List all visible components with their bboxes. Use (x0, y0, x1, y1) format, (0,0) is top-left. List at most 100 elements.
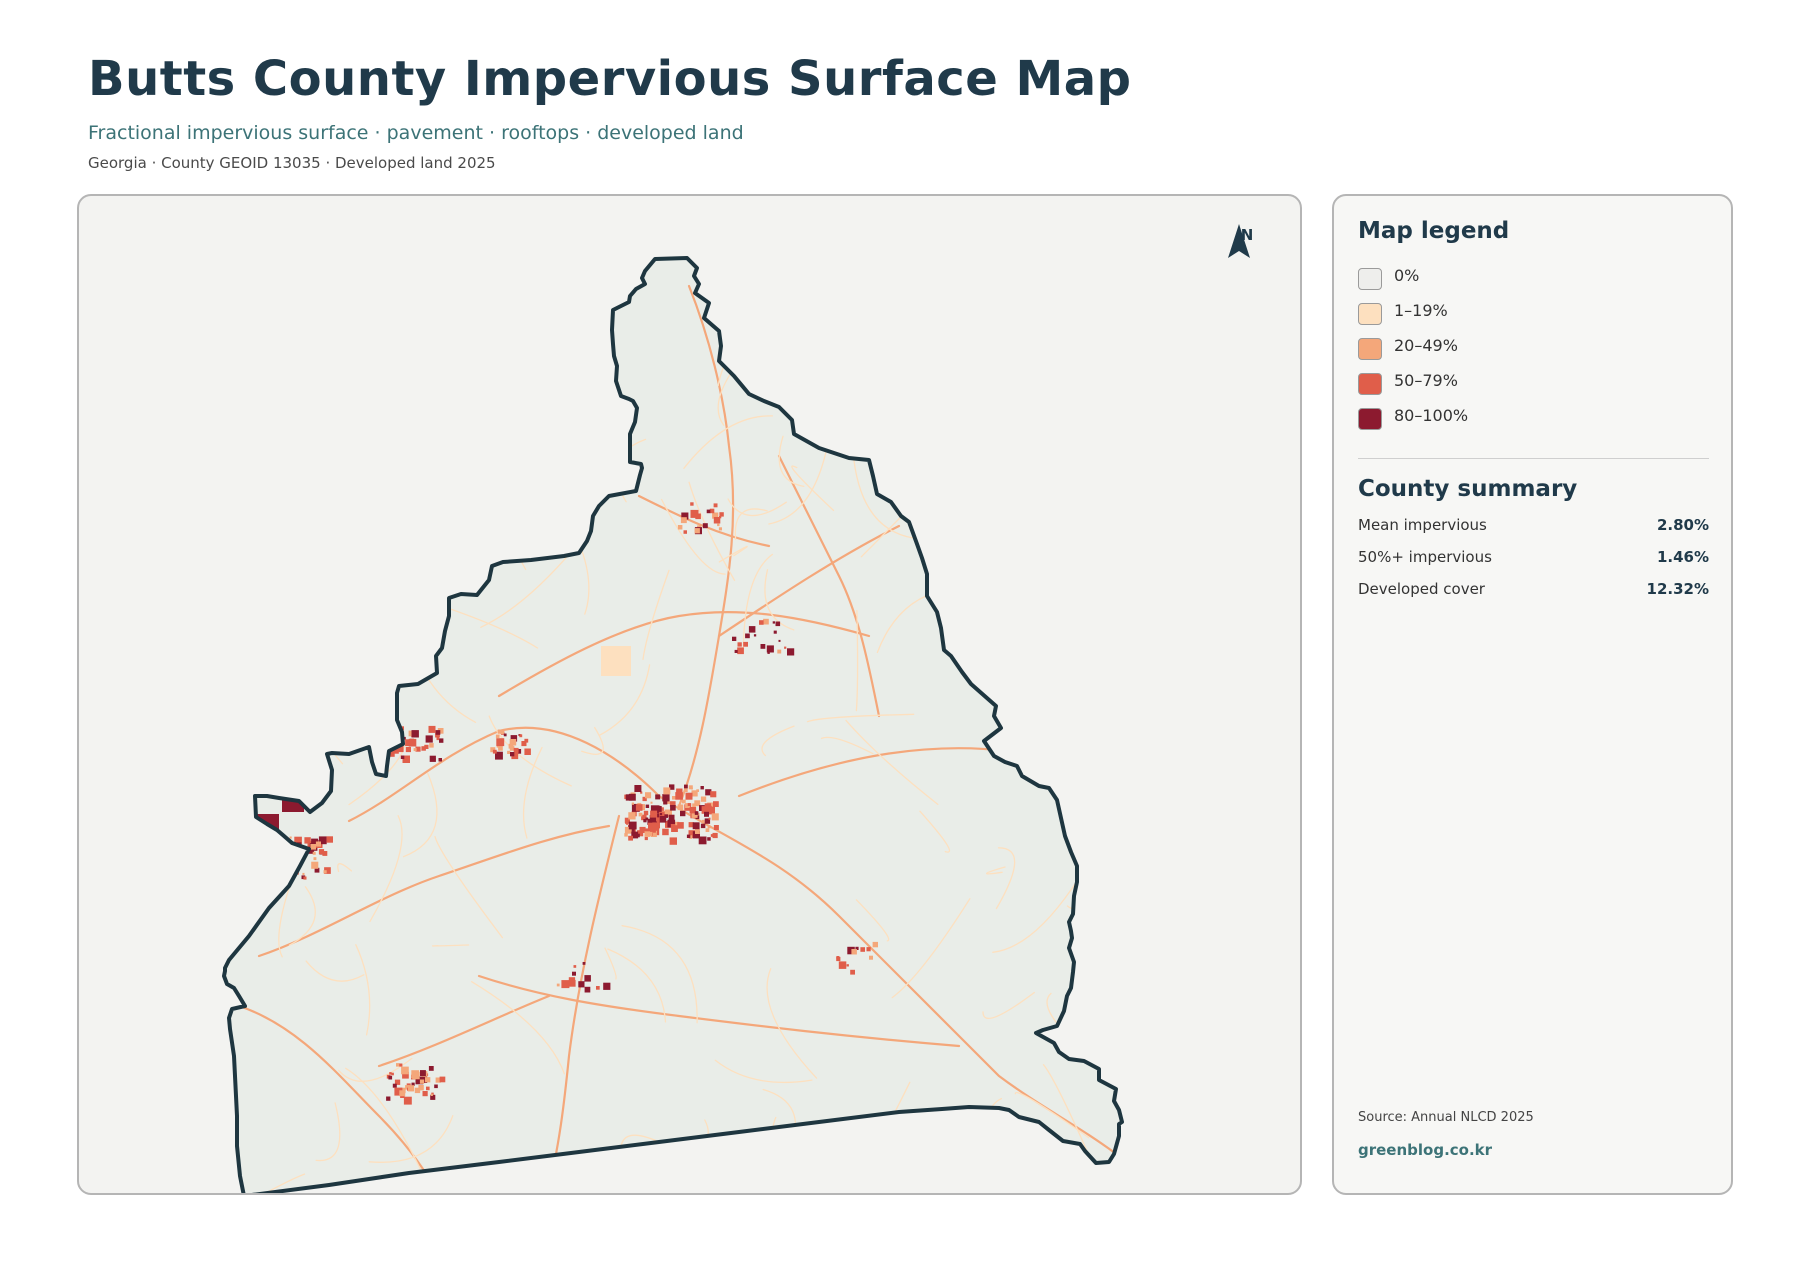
developed-patch (439, 738, 444, 743)
developed-patch (645, 817, 649, 821)
developed-patch (496, 738, 505, 747)
road-minor (402, 772, 438, 858)
road-minor (651, 1148, 755, 1171)
developed-patch (269, 835, 275, 841)
road-minor (660, 498, 726, 575)
developed-patch (391, 1072, 394, 1076)
road-minor (742, 553, 774, 653)
developed-patch (680, 810, 686, 817)
developed-patch (435, 730, 441, 735)
developed-patch (713, 503, 718, 508)
developed-patch (286, 850, 292, 856)
developed-patch (847, 946, 855, 955)
developed-patch (387, 740, 392, 745)
developed-patch (322, 851, 328, 856)
developed-patch (625, 794, 633, 801)
developed-patch (293, 852, 300, 860)
developed-patch (709, 508, 715, 514)
developed-patch (418, 1085, 424, 1091)
road-minor (1079, 322, 1122, 338)
developed-patch (421, 746, 426, 751)
legend-item: 80–100% (1358, 406, 1698, 441)
developed-patch (650, 830, 657, 837)
developed-patch (267, 841, 270, 844)
developed-patch (435, 1077, 441, 1083)
road-minor (820, 736, 874, 755)
road-minor (522, 746, 543, 839)
developed-patch (399, 1063, 403, 1067)
road-minor (226, 344, 304, 369)
developed-patch (561, 980, 570, 989)
road-minor (430, 350, 488, 424)
developed-patch (285, 853, 290, 858)
developed-patch (692, 822, 700, 830)
developed-patch (712, 832, 718, 839)
developed-patch (691, 811, 698, 818)
road-minor (480, 548, 575, 628)
developed-patch (687, 803, 691, 806)
legend-item: 0% (1358, 266, 1698, 301)
page-subtitle: Fractional impervious surface · pavement… (88, 122, 744, 144)
county-map[interactable] (79, 196, 1302, 1195)
developed-patch (422, 1091, 428, 1097)
developed-patch (380, 745, 387, 751)
legend-label: 0% (1394, 266, 1420, 285)
legend-panel: Map legend 0% 1–19% 20–49% 50–79% 80–100% Co… (1332, 194, 1733, 1195)
developed-patch (643, 819, 647, 823)
developed-patch (662, 794, 670, 802)
developed-patch (276, 873, 284, 881)
developed-patch (669, 837, 677, 845)
road-minor (436, 505, 516, 554)
developed-patch (691, 790, 698, 797)
road-minor (985, 866, 1006, 875)
road-major (477, 974, 961, 1048)
developed-patch (511, 752, 519, 760)
developed-patch (428, 1066, 434, 1071)
developed-patch (777, 649, 782, 654)
developed-patch (628, 835, 633, 841)
developed-patch (405, 746, 411, 753)
developed-patch (310, 844, 316, 850)
developed-patch (402, 755, 410, 763)
developed-patch (624, 833, 628, 837)
road-minor (367, 582, 392, 656)
road-major (677, 284, 735, 808)
developed-patch (683, 530, 687, 534)
developed-patch (688, 830, 697, 838)
county-land (224, 258, 1122, 1193)
road-minor (431, 944, 470, 947)
developed-patch (702, 523, 708, 529)
developed-patch (656, 817, 661, 822)
developed-patch (510, 752, 515, 757)
developed-patch (312, 851, 316, 855)
developed-patch (669, 801, 676, 807)
developed-patch (313, 857, 317, 861)
developed-patch (695, 829, 700, 834)
developed-patch (281, 874, 286, 879)
developed-patch (635, 804, 643, 811)
developed-patch (663, 800, 668, 805)
developed-patch (513, 747, 519, 753)
road-minor (969, 389, 1079, 493)
road-minor (791, 465, 835, 512)
brand-link[interactable]: greenblog.co.kr (1358, 1141, 1493, 1159)
developed-patch (389, 751, 395, 757)
road-minor (758, 267, 778, 347)
developed-patch (659, 813, 663, 816)
developed-patch (414, 1087, 421, 1094)
road-minor (808, 1166, 842, 1189)
road-minor (355, 944, 371, 1036)
developed-patch (261, 836, 267, 842)
road-minor (289, 485, 393, 570)
developed-patch (415, 1076, 424, 1085)
developed-patch (603, 982, 611, 990)
developed-patch (392, 747, 399, 754)
road-minor (1042, 1064, 1088, 1151)
map-panel[interactable]: N (77, 194, 1302, 1195)
road-major (497, 610, 871, 698)
road-minor (598, 664, 651, 737)
developed-patch (701, 806, 710, 814)
developed-patch (278, 853, 281, 856)
developed-patch (869, 955, 873, 960)
developed-patch (420, 1070, 426, 1076)
